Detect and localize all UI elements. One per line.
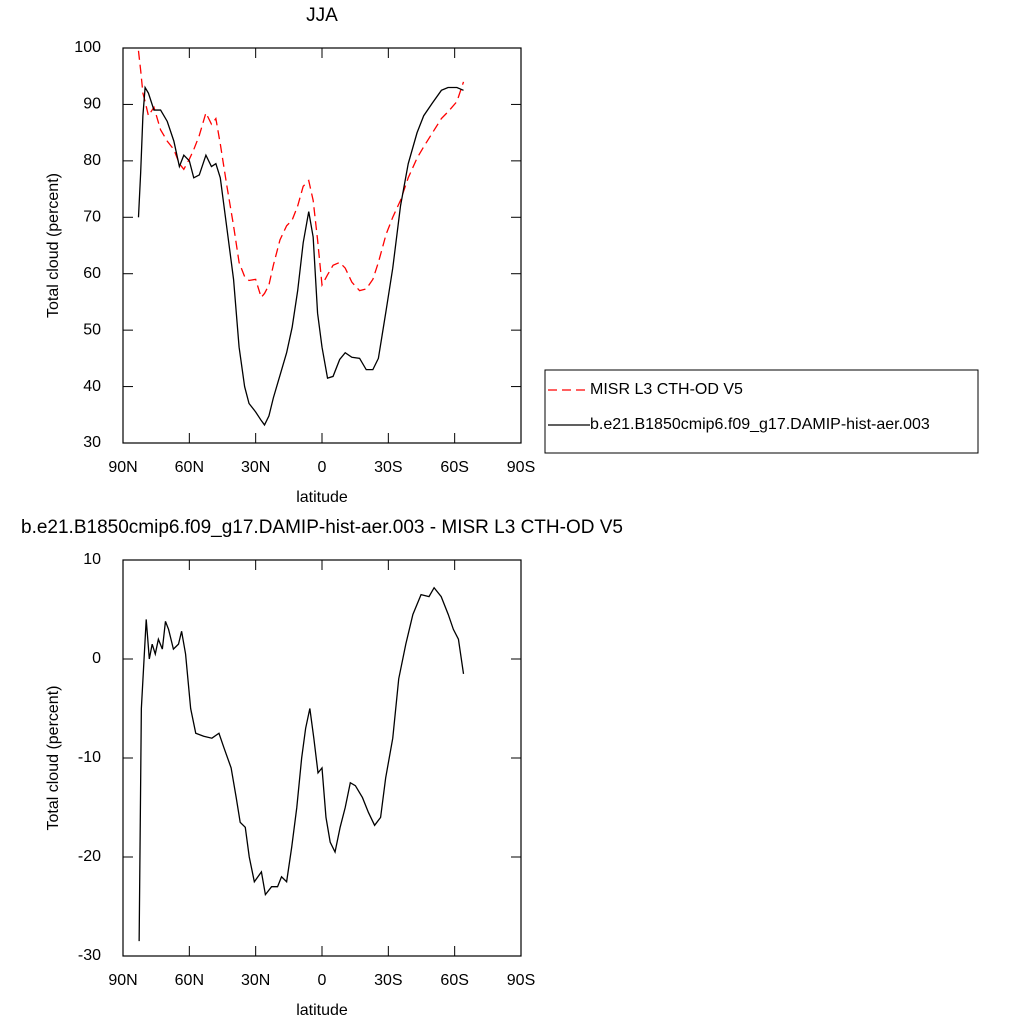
x-tick-label: 90N [108, 459, 137, 476]
data-line [137, 85, 464, 427]
x-tick-label: 0 [318, 972, 327, 989]
data-line [137, 50, 465, 299]
x-axis-label: latitude [296, 1002, 348, 1019]
x-tick-label: 30N [241, 972, 270, 989]
legend-label: MISR L3 CTH-OD V5 [590, 381, 743, 398]
legend-label: b.e21.B1850cmip6.f09_g17.DAMIP-hist-aer.… [590, 416, 930, 433]
y-tick-label: 50 [83, 321, 101, 338]
chart-title: JJA [306, 5, 338, 26]
x-tick-label: 60N [175, 459, 204, 476]
y-tick-label: 100 [74, 39, 101, 56]
y-tick-label: 70 [83, 209, 101, 226]
plot-frame [122, 47, 522, 444]
y-tick-label: -20 [78, 848, 101, 865]
x-axis-label: latitude [296, 489, 348, 506]
legend-box [544, 369, 979, 454]
x-tick-label: 0 [318, 459, 327, 476]
x-tick-label: 30S [374, 972, 402, 989]
y-tick-label: 60 [83, 265, 101, 282]
x-tick-label: 30S [374, 459, 402, 476]
y-tick-label: 10 [83, 551, 101, 568]
chart-title: b.e21.B1850cmip6.f09_g17.DAMIP-hist-aer.… [21, 517, 623, 538]
y-tick-label: 40 [83, 378, 101, 395]
x-tick-label: 60S [440, 459, 468, 476]
x-tick-label: 90S [507, 972, 535, 989]
y-axis-label: Total cloud (percent) [45, 686, 62, 831]
y-axis-label: Total cloud (percent) [45, 173, 62, 318]
y-tick-label: 30 [83, 434, 101, 451]
plot-frame [122, 559, 522, 957]
y-tick-label: -10 [78, 749, 101, 766]
x-tick-label: 60S [440, 972, 468, 989]
y-tick-label: 90 [83, 96, 101, 113]
x-tick-label: 30N [241, 459, 270, 476]
y-tick-label: 0 [92, 650, 101, 667]
data-line [138, 586, 465, 942]
x-tick-label: 60N [175, 972, 204, 989]
y-tick-label: 80 [83, 152, 101, 169]
x-tick-label: 90N [108, 972, 137, 989]
y-tick-label: -30 [78, 947, 101, 964]
x-tick-label: 90S [507, 459, 535, 476]
